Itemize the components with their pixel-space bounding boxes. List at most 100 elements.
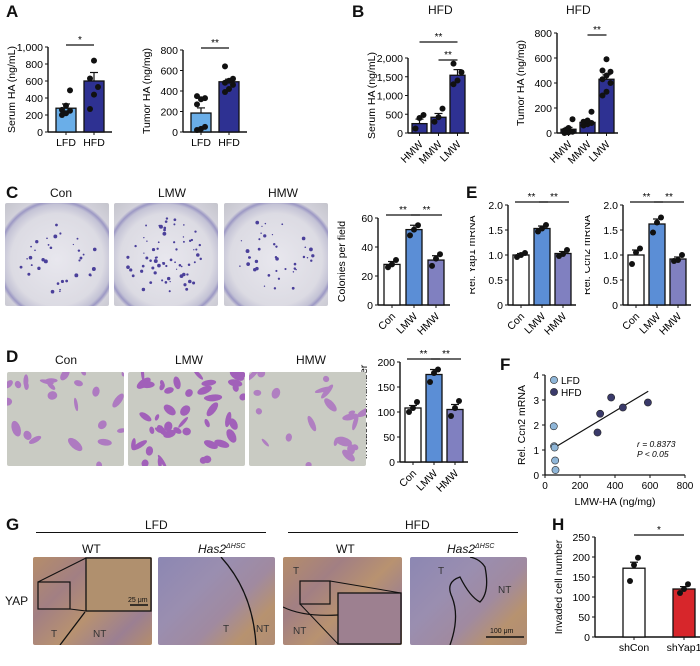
svg-text:200: 200 (25, 110, 43, 122)
column-label-lfd-has2: Has2ΔHSC (198, 542, 246, 556)
svg-text:r = 0.8373: r = 0.8373 (637, 439, 676, 449)
svg-text:0: 0 (397, 128, 403, 140)
svg-text:**: ** (550, 192, 558, 203)
panel-letter-c: C (6, 183, 19, 202)
colony-plate-image-lmw (114, 203, 218, 306)
svg-text:0: 0 (172, 127, 178, 139)
svg-text:Rel. Ccn2 mRNA: Rel. Ccn2 mRNA (585, 215, 593, 295)
svg-text:**: ** (444, 50, 452, 61)
svg-text:400: 400 (160, 86, 178, 98)
svg-text:0: 0 (584, 632, 590, 644)
svg-text:Serum HA (ng/mL): Serum HA (ng/mL) (6, 46, 18, 133)
superscript-dhsc: ΔHSC (475, 543, 495, 550)
gene-name: Has2 (447, 542, 476, 556)
svg-text:0: 0 (533, 471, 539, 482)
tumor-boundary (220, 557, 257, 645)
region-label-nt: NT (256, 624, 269, 635)
colony-plate-image-con (5, 203, 109, 306)
svg-text:0: 0 (37, 127, 43, 139)
svg-text:**: ** (423, 205, 431, 216)
svg-text:800: 800 (677, 481, 694, 492)
svg-text:HMW: HMW (542, 311, 569, 338)
svg-text:**: ** (211, 38, 219, 49)
svg-text:200: 200 (572, 552, 590, 564)
scale-bar-label: 25 μm (128, 597, 148, 604)
svg-text:0: 0 (542, 481, 548, 492)
tumor-boundary (59, 611, 86, 645)
region-label-nt: NT (498, 585, 511, 596)
ihc-image-lfd-wt: 25 μm T NT (33, 557, 152, 645)
svg-text:LFD: LFD (561, 376, 580, 387)
svg-text:LMW: LMW (438, 139, 464, 165)
svg-text:**: ** (399, 205, 407, 216)
svg-text:0: 0 (367, 300, 373, 312)
group-divider-lfd (36, 532, 266, 533)
svg-text:600: 600 (25, 76, 43, 88)
region-label-t: T (223, 624, 229, 635)
cell-stain-pattern (249, 372, 366, 466)
svg-text:2,000: 2,000 (377, 53, 403, 65)
svg-text:500: 500 (385, 109, 403, 121)
svg-text:Rel. Ccn2 mRNA: Rel. Ccn2 mRNA (516, 385, 528, 465)
svg-text:Serum HA (ng/mL): Serum HA (ng/mL) (366, 52, 378, 139)
ihc-image-hfd-has2: 100 μm T NT (410, 557, 527, 645)
chart-title-b-right: HFD (566, 3, 591, 17)
svg-text:100: 100 (572, 592, 590, 604)
inset-magnified (337, 592, 402, 645)
svg-text:800: 800 (160, 45, 178, 57)
panel-letter-a: A (6, 2, 19, 21)
svg-text:0.5: 0.5 (603, 275, 618, 287)
ihc-overlay: 25 μm T NT (37, 557, 152, 645)
svg-text:0: 0 (546, 128, 552, 140)
svg-text:0: 0 (497, 300, 503, 312)
image-label-c-con: Con (50, 186, 73, 200)
panel-letter-d: D (6, 347, 19, 366)
svg-text:2.0: 2.0 (603, 200, 618, 212)
svg-text:**: ** (420, 349, 428, 360)
svg-text:100: 100 (377, 407, 395, 419)
svg-text:Invaded cell number: Invaded cell number (553, 539, 565, 634)
svg-text:0: 0 (389, 457, 395, 469)
svg-text:LMW: LMW (394, 311, 420, 337)
svg-text:**: ** (528, 192, 536, 203)
svg-text:LMW-HA (ng/mg): LMW-HA (ng/mg) (575, 496, 656, 508)
inset-magnified (85, 557, 152, 612)
svg-text:HFD: HFD (83, 137, 105, 149)
zoom-box (37, 581, 71, 610)
svg-text:1.0: 1.0 (488, 250, 503, 262)
svg-text:*: * (657, 525, 661, 536)
invasion-image-lmw (128, 372, 245, 466)
invasion-image-con (7, 372, 124, 466)
column-label-hfd-has2: Has2ΔHSC (447, 542, 495, 556)
ihc-overlay: 100 μm T NT (438, 557, 524, 645)
svg-text:Rel. Yap1 mRNA: Rel. Yap1 mRNA (470, 216, 478, 295)
svg-text:shCon: shCon (619, 642, 650, 654)
image-label-d-con: Con (55, 353, 78, 367)
scale-bar-label: 100 μm (490, 628, 514, 635)
svg-text:1.0: 1.0 (603, 250, 618, 262)
svg-text:**: ** (442, 349, 450, 360)
chart-a-tumor-ha: 0 200 400 600 800 Tumor HA (ng/mg) LFD HFD ** (141, 38, 247, 149)
colony-plate-image-hmw (224, 203, 328, 306)
svg-text:**: ** (643, 192, 651, 203)
group-divider-hfd (288, 532, 518, 533)
image-label-c-hmw: HMW (268, 186, 298, 200)
svg-text:150: 150 (377, 382, 395, 394)
svg-text:**: ** (593, 25, 601, 36)
svg-text:600: 600 (160, 66, 178, 78)
ihc-overlay: T NT (283, 566, 402, 645)
tumor-boundary (449, 557, 488, 645)
region-label-nt: NT (93, 629, 106, 640)
superscript-dhsc: ΔHSC (226, 543, 246, 550)
cell-stain-pattern (131, 372, 245, 466)
image-label-c-lmw: LMW (158, 186, 186, 200)
row-label-yap: YAP (5, 594, 29, 608)
svg-text:LFD: LFD (191, 137, 211, 149)
cell-stain-pattern (7, 372, 124, 466)
svg-text:Colonies per field: Colonies per field (336, 221, 348, 302)
svg-text:150: 150 (572, 572, 590, 584)
